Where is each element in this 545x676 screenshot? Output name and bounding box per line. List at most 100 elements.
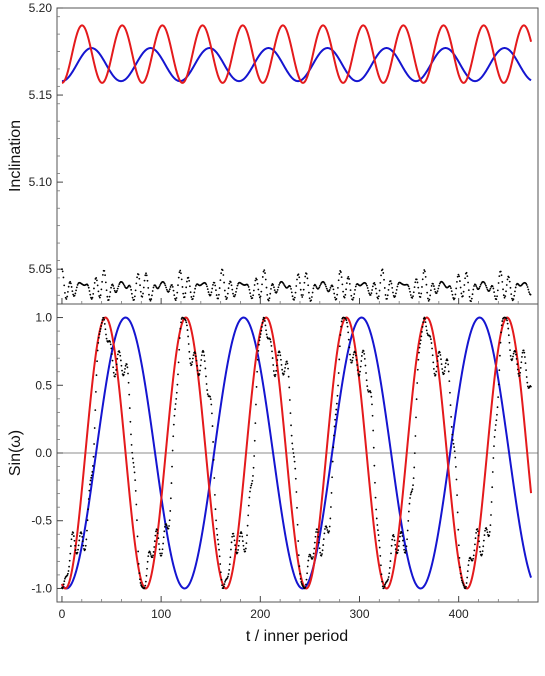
inclination-black-point: [192, 295, 195, 298]
inclination-black-point: [93, 281, 96, 284]
inclination-black-point: [268, 297, 271, 300]
sin-omega-black-point: [352, 353, 355, 356]
inclination-black-point: [142, 286, 145, 289]
inclination-black-point: [419, 296, 422, 298]
sin-omega-black-point: [218, 555, 221, 558]
inclination-black-point: [206, 285, 208, 288]
sin-omega-black-point: [476, 528, 479, 530]
inclination-black-point: [318, 286, 321, 289]
sin-omega-black-point: [381, 580, 383, 583]
inclination-black-point: [249, 292, 252, 295]
inclination-black-point: [479, 285, 481, 288]
inclination-panel: 5.05 5.10 5.15 5.20 Inclination: [7, 1, 539, 305]
sin-omega-black-point: [62, 586, 65, 588]
inclination-black-point: [413, 286, 416, 288]
sin-omega-black-point: [94, 391, 97, 393]
inclination-black-point: [501, 280, 504, 283]
inclination-black-point: [276, 291, 278, 293]
sin-omega-black-point: [439, 354, 442, 356]
inclination-black-point: [307, 284, 310, 287]
sin-omega-black-point: [250, 484, 253, 487]
sin-omega-black-point: [105, 337, 108, 340]
inclination-black-point: [438, 282, 441, 285]
sin-omega-black-point: [87, 508, 90, 511]
sin-omega-black-point: [484, 529, 486, 532]
sin-omega-black-point: [153, 546, 156, 548]
inclination-black-point: [303, 281, 306, 284]
sin-omega-black-point: [397, 545, 400, 548]
sin-omega-black-point: [152, 551, 155, 553]
inclination-black-point: [460, 292, 463, 295]
sin-omega-black-point: [271, 350, 273, 353]
sin-omega-black-point: [253, 439, 256, 442]
sin-omega-black-point: [356, 369, 359, 372]
sin-omega-black-point: [82, 544, 85, 547]
sin-omega-black-point: [257, 349, 260, 352]
inclination-black-point: [338, 273, 341, 275]
inclination-black-point: [213, 281, 216, 284]
inclination-black-point: [328, 290, 330, 293]
inclination-y-tick-label: 5.20: [29, 1, 53, 15]
inclination-black-point: [180, 278, 183, 281]
inclination-black-point: [374, 287, 377, 290]
inclination-black-point: [496, 295, 498, 298]
sin-omega-black-point: [94, 409, 97, 412]
sin-omega-black-point: [394, 548, 397, 550]
sin-omega-black-point: [407, 510, 410, 513]
inclination-black-point: [424, 270, 426, 273]
inclination-black-point: [249, 295, 252, 298]
sin-omega-black-point: [453, 446, 455, 449]
sin-omega-black-point: [363, 352, 366, 355]
sin-omega-black-point: [233, 535, 235, 538]
sin-omega-black-point: [138, 572, 141, 574]
sin-omega-black-point: [199, 369, 201, 372]
sin-omega-black-point: [156, 532, 159, 535]
sin-omega-black-point: [132, 461, 135, 464]
sin-omega-black-point: [457, 544, 460, 547]
sin-omega-y-axis: -1.0 -0.5 0.0 0.5 1.0: [31, 311, 63, 595]
sin-omega-black-point: [297, 540, 300, 542]
inclination-black-point: [495, 298, 498, 301]
inclination-black-point: [528, 291, 530, 293]
inclination-black-point: [415, 278, 418, 281]
inclination-black-point: [61, 268, 63, 271]
sin-omega-black-point: [387, 576, 390, 578]
inclination-black-point: [456, 280, 458, 283]
sin-omega-black-point: [93, 427, 96, 429]
sin-omega-black-point: [191, 361, 194, 363]
inclination-black-point: [312, 287, 315, 290]
sin-omega-black-point: [99, 327, 102, 330]
sin-omega-black-point: [288, 399, 291, 401]
sin-omega-black-point: [388, 572, 391, 575]
sin-omega-black-point: [162, 542, 165, 545]
sin-omega-black-point: [196, 364, 198, 367]
inclination-black-point: [475, 285, 478, 288]
inclination-black-point: [113, 289, 116, 292]
sin-omega-black-point: [422, 321, 425, 324]
inclination-black-point: [115, 291, 118, 294]
sin-omega-black-point: [134, 489, 137, 492]
sin-omega-black-point: [109, 343, 112, 346]
inclination-axis-label: Inclination: [7, 120, 24, 192]
inclination-black-point: [209, 293, 212, 296]
sin-omega-black-point: [78, 539, 81, 542]
sin-omega-black-point: [369, 391, 372, 394]
sin-omega-black-point: [477, 530, 479, 533]
inclination-black-point: [391, 286, 394, 289]
sin-omega-black-point: [319, 551, 322, 554]
inclination-black-point: [69, 282, 72, 285]
sin-omega-black-point: [68, 559, 71, 562]
sin-omega-black-point: [103, 318, 106, 321]
inclination-black-point: [331, 285, 334, 288]
inclination-black-point: [130, 292, 133, 295]
inclination-black-point: [144, 274, 147, 277]
inclination-black-point: [337, 279, 340, 282]
inclination-black-point: [514, 290, 516, 293]
inclination-black-point: [388, 283, 391, 286]
sin-omega-black-point: [99, 330, 101, 333]
sin-omega-black-point: [131, 451, 134, 454]
inclination-black-point: [92, 293, 95, 295]
sin-omega-black-point: [229, 556, 232, 559]
sin-omega-black-point: [230, 541, 233, 544]
inclination-black-point: [293, 296, 296, 299]
